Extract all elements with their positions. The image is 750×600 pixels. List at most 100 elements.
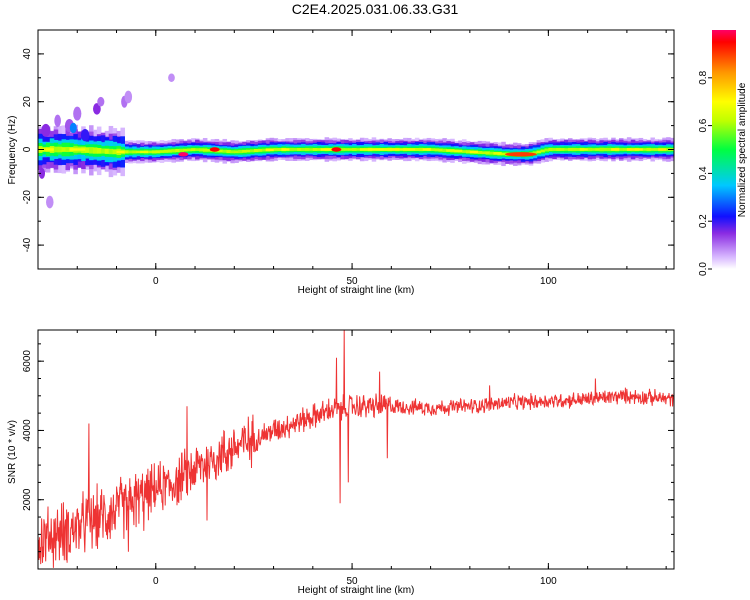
spectrogram-heatmap [38, 73, 674, 209]
spectrogram-cell [308, 148, 314, 151]
x-tick-label: 100 [540, 276, 557, 287]
spectrogram-cell [375, 148, 384, 151]
spectrogram-scatter-blob [46, 195, 54, 209]
spectrogram-cell [650, 148, 655, 151]
spectrogram-cell [238, 149, 243, 154]
spectrogram-cell [45, 148, 54, 151]
snr-series-line [38, 330, 674, 568]
spectrogram-cell [155, 150, 161, 154]
spectrogram-cell [481, 151, 487, 155]
spectrogram-cell [560, 148, 565, 151]
spectrogram-cell [595, 148, 601, 151]
spectrogram-cell [320, 148, 329, 151]
spectrogram-cell [96, 147, 102, 154]
spectrogram-cell [658, 148, 667, 151]
spectrogram-cell [124, 150, 129, 154]
spectrogram-cell [175, 148, 180, 153]
spectrogram-cell [391, 148, 400, 151]
spectrogram-cell [61, 147, 67, 152]
spectrogram-cell [469, 150, 478, 154]
spectrogram-cell [501, 152, 506, 156]
colorbar-label: Normalized spectral amplitude [737, 82, 748, 217]
snr-plot [38, 330, 674, 568]
spectrogram-cell [579, 148, 588, 151]
snr-axes: 0 50 100 2000 4000 6000 [22, 330, 674, 587]
spectrogram-cell [603, 147, 608, 152]
spectrogram-cell [206, 148, 212, 152]
spectrogram-cell [242, 149, 247, 153]
spectrogram-cell [202, 148, 208, 152]
spectrogram-cell [89, 147, 94, 154]
snr-x-axis-label: Height of straight line (km) [298, 585, 415, 596]
spectrogram-cell [634, 148, 643, 151]
spectrogram-cell [147, 150, 153, 154]
snr-y-axis-label: SNR (10 * v/v) [7, 420, 18, 484]
spectrogram-cell [340, 148, 345, 151]
spectrogram-cell [230, 150, 235, 154]
spectrogram-cell [622, 148, 628, 151]
spectrogram-plot [38, 73, 674, 209]
spectrogram-cell [234, 150, 239, 154]
spectrogram-peak [331, 147, 342, 152]
colorbar [712, 30, 736, 269]
spectrogram-cell [540, 149, 546, 153]
spectrogram-cell [191, 148, 196, 152]
x-tick-label: 50 [347, 276, 359, 287]
spectrogram-cell [532, 151, 538, 155]
spectrogram-cell [607, 147, 612, 152]
spectrogram-cell [383, 148, 392, 151]
spectrogram-cell [485, 151, 491, 155]
spectrogram-cell [77, 148, 86, 151]
spectrogram-cell [477, 151, 483, 154]
spectrogram-cell [108, 148, 114, 155]
spectrogram-cell [552, 148, 557, 151]
spectrogram-cell [163, 149, 169, 153]
spectrogram-cell [273, 148, 279, 151]
spectrogram-scatter-blob [93, 103, 101, 115]
spectrogram-cell [619, 148, 624, 151]
spectrogram-scatter-blob [41, 123, 51, 137]
spectrogram-cell [132, 150, 137, 154]
spectrogram-cell [140, 150, 149, 154]
spectrogram-cell [544, 148, 549, 152]
spectrogram-cell [611, 148, 620, 151]
spectrogram-cell [128, 150, 133, 154]
spectrogram-cell [348, 148, 353, 151]
spectrogram-cell [257, 148, 263, 152]
spectrogram-cell [446, 149, 455, 152]
spectrogram-cell [297, 148, 302, 151]
x-tick-label: 100 [540, 576, 557, 587]
spectrogram-cell [104, 148, 110, 154]
spectrogram-cell [198, 148, 204, 152]
y-tick-label: 4000 [22, 419, 33, 442]
spectrogram-y-axis-label: Frequency (Hz) [7, 116, 18, 185]
spectrogram-cell [222, 149, 228, 153]
spectrogram-cell [246, 149, 251, 153]
spectrogram-cell [442, 148, 447, 152]
spectrogram-cell [218, 149, 224, 153]
spectrogram-scatter-blob [80, 129, 90, 142]
spectrogram-cell [571, 148, 577, 151]
spectrogram-cell [564, 148, 569, 151]
colorbar-tick-label: 0.4 [698, 166, 709, 180]
spectrogram-scatter-blob [54, 114, 61, 127]
spectrogram-cell [493, 152, 502, 155]
spectrogram-cell [226, 149, 231, 154]
spectrogram-peak [178, 152, 189, 157]
spectrogram-cell [399, 148, 408, 151]
y-tick-label: -40 [22, 237, 33, 252]
spectrogram-cell [536, 150, 542, 154]
spectrogram-cell [646, 147, 652, 152]
spectrogram-cell [167, 149, 173, 153]
spectrogram-cell [195, 148, 200, 152]
spectrogram-x-axis-label: Height of straight line (km) [298, 285, 415, 296]
spectrogram-cell [136, 150, 141, 154]
spectrogram-cell [69, 148, 78, 151]
spectrogram-cell [301, 147, 306, 152]
x-tick-label: 0 [153, 276, 159, 287]
y-tick-label: 40 [22, 48, 33, 60]
spectrogram-cell [568, 147, 573, 152]
x-tick-label: 50 [347, 576, 359, 587]
spectrogram-cell [289, 147, 294, 152]
y-tick-label: 20 [22, 96, 33, 108]
